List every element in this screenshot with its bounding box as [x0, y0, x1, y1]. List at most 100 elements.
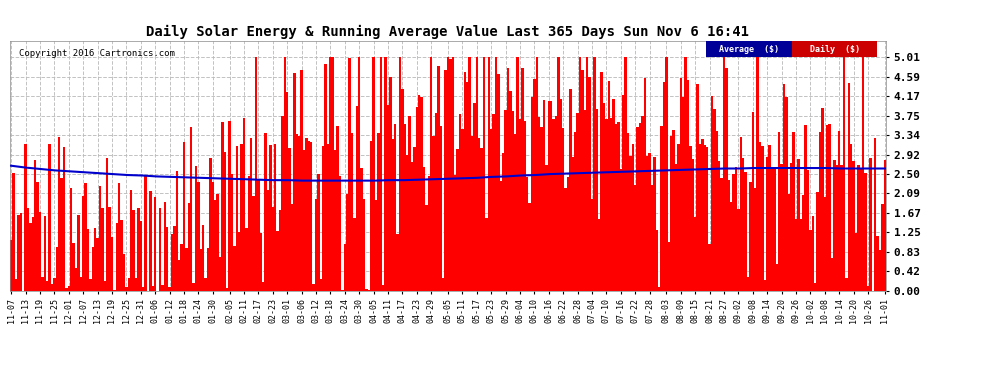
- Bar: [350, 133, 353, 291]
- Bar: [740, 137, 742, 291]
- Bar: [451, 57, 454, 291]
- Bar: [293, 74, 296, 291]
- Bar: [271, 207, 274, 291]
- Bar: [423, 167, 425, 291]
- Bar: [348, 58, 350, 291]
- Bar: [754, 188, 756, 291]
- Bar: [721, 178, 723, 291]
- Bar: [531, 97, 534, 291]
- Bar: [283, 57, 286, 291]
- Bar: [413, 147, 416, 291]
- Bar: [478, 138, 480, 291]
- Bar: [620, 170, 622, 291]
- Bar: [497, 74, 500, 291]
- Bar: [70, 188, 72, 291]
- Bar: [672, 130, 675, 291]
- Bar: [586, 57, 588, 291]
- Bar: [202, 225, 204, 291]
- Bar: [252, 196, 254, 291]
- Bar: [377, 134, 379, 291]
- Bar: [746, 277, 749, 291]
- Bar: [576, 113, 579, 291]
- Bar: [276, 231, 279, 291]
- Bar: [536, 57, 538, 291]
- Bar: [190, 127, 192, 291]
- Bar: [233, 246, 236, 291]
- Bar: [839, 131, 841, 291]
- Bar: [87, 230, 89, 291]
- Bar: [158, 208, 161, 291]
- Bar: [214, 200, 217, 291]
- Bar: [15, 279, 17, 291]
- Bar: [771, 167, 773, 291]
- Bar: [175, 171, 178, 291]
- Bar: [123, 254, 125, 291]
- Bar: [57, 137, 60, 291]
- Bar: [296, 134, 298, 291]
- Bar: [867, 286, 869, 291]
- Bar: [800, 219, 802, 291]
- Bar: [711, 96, 713, 291]
- Bar: [259, 233, 262, 291]
- Bar: [264, 134, 266, 291]
- Bar: [726, 68, 728, 291]
- Title: Daily Solar Energy & Running Average Value Last 365 Days Sun Nov 6 16:41: Daily Solar Energy & Running Average Val…: [147, 24, 749, 39]
- Bar: [483, 57, 485, 291]
- Bar: [552, 118, 554, 291]
- Bar: [195, 166, 197, 291]
- Bar: [183, 142, 185, 291]
- Bar: [775, 264, 778, 291]
- Bar: [128, 278, 130, 291]
- Bar: [881, 204, 884, 291]
- Bar: [509, 92, 512, 291]
- Bar: [20, 213, 22, 291]
- Bar: [382, 285, 384, 291]
- Bar: [153, 197, 156, 291]
- Bar: [449, 59, 451, 291]
- Bar: [163, 202, 166, 291]
- Bar: [310, 141, 313, 291]
- Bar: [315, 199, 317, 291]
- Bar: [440, 126, 442, 291]
- Bar: [605, 119, 608, 291]
- Bar: [529, 202, 531, 291]
- Bar: [822, 108, 824, 291]
- Bar: [133, 210, 135, 291]
- Bar: [826, 124, 829, 291]
- Bar: [10, 240, 12, 291]
- Bar: [819, 132, 822, 291]
- Bar: [667, 242, 670, 291]
- Bar: [161, 285, 163, 291]
- Bar: [766, 157, 768, 291]
- Bar: [212, 182, 214, 291]
- Bar: [778, 132, 780, 291]
- Bar: [32, 217, 34, 291]
- Bar: [39, 212, 42, 291]
- Bar: [435, 113, 438, 291]
- Bar: [658, 287, 660, 291]
- Bar: [492, 114, 495, 291]
- Bar: [325, 63, 327, 291]
- Bar: [795, 219, 797, 291]
- Bar: [274, 144, 276, 291]
- Bar: [42, 278, 44, 291]
- Bar: [768, 145, 771, 291]
- Bar: [884, 160, 886, 291]
- Bar: [12, 173, 15, 291]
- Bar: [67, 286, 70, 291]
- Bar: [517, 57, 519, 291]
- Bar: [874, 138, 876, 291]
- Bar: [485, 218, 488, 291]
- Bar: [231, 174, 233, 291]
- Bar: [394, 124, 396, 291]
- Bar: [864, 173, 867, 291]
- Bar: [730, 202, 733, 291]
- Bar: [812, 216, 814, 291]
- Bar: [269, 146, 271, 291]
- Bar: [44, 216, 46, 291]
- Bar: [773, 167, 775, 291]
- Bar: [138, 207, 140, 291]
- Bar: [797, 159, 800, 291]
- Bar: [317, 174, 320, 291]
- Bar: [598, 219, 600, 291]
